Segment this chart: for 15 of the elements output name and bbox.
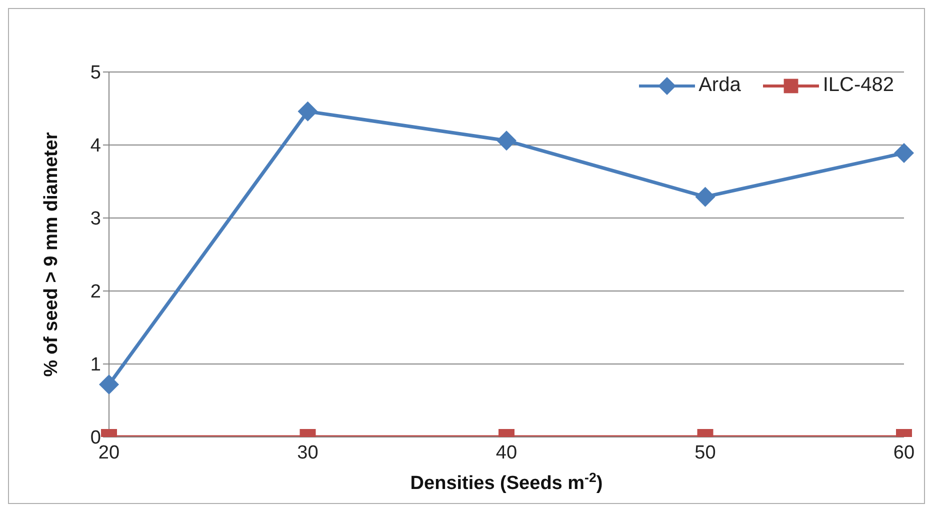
x-axis-title: Densities (Seeds m$^{-2}$) (410, 470, 603, 494)
y-tick-label: 2 (90, 282, 101, 303)
y-tick-label: 0 (90, 428, 101, 449)
legend-label: ILC-482 (822, 74, 894, 97)
x-tick-label: 40 (496, 442, 518, 464)
x-tick-label: 30 (297, 442, 318, 464)
x-tick-label: 20 (98, 442, 120, 464)
y-tick-label: 3 (90, 208, 101, 230)
legend-label: Arda (698, 74, 741, 97)
x-tick-label: 60 (893, 442, 915, 464)
y-tick-label: 1 (90, 354, 101, 376)
y-tick-label: 5 (90, 62, 101, 84)
y-axis-title: % of seed > 9 mm diameter (41, 132, 62, 377)
x-tick-label: 50 (694, 442, 716, 464)
y-tick-label: 4 (90, 136, 102, 157)
